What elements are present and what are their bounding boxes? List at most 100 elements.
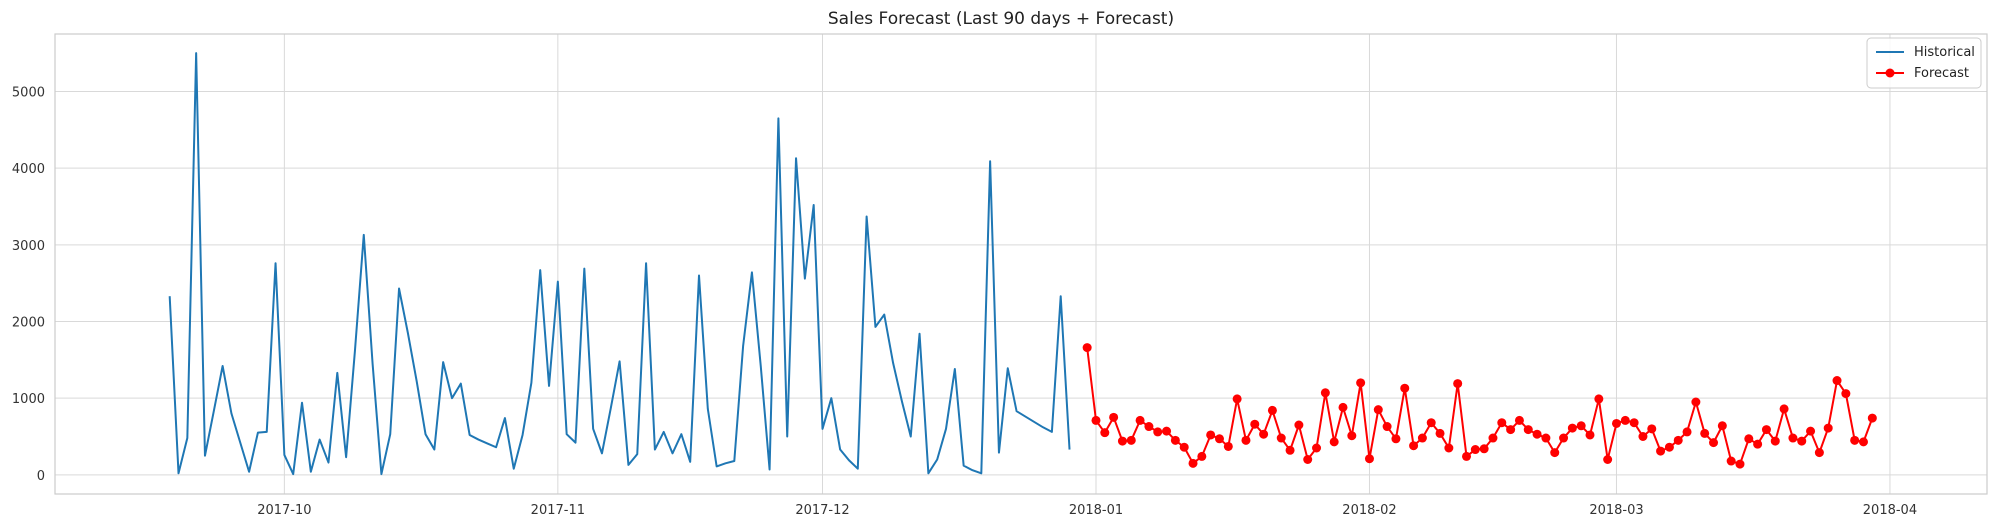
forecast-point-18	[1241, 435, 1251, 445]
forecast-point-22	[1276, 433, 1286, 443]
forecast-point-78	[1770, 436, 1780, 446]
x-tick-label-2018-04: 2018-04	[1863, 503, 1917, 518]
forecast-point-37	[1409, 441, 1419, 451]
legend-forecast-label: Forecast	[1914, 66, 1969, 81]
x-tick-label-2017-12: 2017-12	[795, 503, 849, 518]
x-tick-label-2017-11: 2017-11	[531, 503, 585, 518]
forecast-point-25	[1303, 455, 1313, 464]
forecast-point-85	[1832, 376, 1842, 386]
forecast-point-0	[1082, 343, 1092, 353]
forecast-point-7	[1144, 422, 1154, 432]
forecast-point-21	[1267, 405, 1277, 415]
forecast-point-11	[1179, 442, 1189, 452]
forecast-point-20	[1259, 429, 1269, 439]
y-tick-label-1000: 1000	[12, 392, 45, 407]
y-tick-label-2000: 2000	[12, 316, 45, 331]
forecast-point-71	[1709, 438, 1719, 448]
legend-box	[1866, 37, 1982, 89]
forecast-point-13	[1197, 451, 1207, 461]
forecast-point-66	[1664, 442, 1674, 452]
forecast-point-28	[1329, 437, 1339, 447]
forecast-point-26	[1312, 443, 1322, 453]
forecast-point-49	[1514, 415, 1524, 425]
grid-layer	[55, 34, 1987, 494]
historical-series-line	[168, 52, 1071, 476]
forecast-point-86	[1841, 389, 1851, 399]
forecast-point-41	[1444, 443, 1454, 453]
forecast-point-24	[1294, 420, 1304, 430]
forecast-point-4	[1117, 436, 1127, 446]
forecast-point-51	[1532, 429, 1542, 439]
plot-frame	[54, 33, 1988, 495]
forecast-point-34	[1382, 422, 1392, 432]
x-tick-label-2018-02: 2018-02	[1342, 503, 1396, 518]
forecast-point-30	[1347, 431, 1357, 441]
forecast-point-15	[1214, 434, 1224, 444]
forecast-point-27	[1320, 388, 1330, 398]
forecast-point-42	[1453, 379, 1463, 389]
forecast-point-77	[1761, 425, 1771, 435]
forecast-point-74	[1735, 459, 1745, 469]
forecast-point-3	[1109, 412, 1119, 422]
forecast-point-75	[1744, 434, 1754, 444]
forecast-point-70	[1700, 428, 1710, 438]
forecast-point-58	[1594, 394, 1604, 404]
forecast-point-62	[1629, 418, 1639, 428]
forecast-point-87	[1850, 435, 1860, 445]
forecast-point-47	[1497, 418, 1507, 428]
forecast-point-79	[1779, 404, 1789, 414]
forecast-point-72	[1717, 421, 1727, 431]
forecast-point-61	[1620, 415, 1630, 425]
forecast-point-31	[1356, 378, 1366, 388]
forecast-point-82	[1806, 426, 1816, 436]
legend-historical-label: Historical	[1914, 45, 1975, 60]
tick-label-layer: 0 1000 2000 3000 4000 5000 2017-10 2017-11 2017-…	[12, 86, 1917, 519]
y-tick-label-4000: 4000	[12, 162, 45, 177]
forecast-point-38	[1417, 433, 1427, 443]
forecast-point-17	[1232, 394, 1242, 404]
forecast-point-60	[1611, 418, 1621, 428]
forecast-point-53	[1550, 448, 1560, 458]
forecast-point-6	[1135, 415, 1145, 425]
forecast-point-33	[1373, 405, 1383, 415]
forecast-point-40	[1435, 428, 1445, 438]
forecast-point-69	[1691, 397, 1701, 407]
forecast-point-46	[1488, 433, 1498, 443]
forecast-point-12	[1188, 458, 1198, 468]
forecast-point-67	[1673, 435, 1683, 445]
forecast-point-50	[1523, 425, 1533, 435]
series-layer	[168, 52, 1877, 476]
forecast-point-88	[1858, 437, 1868, 447]
forecast-point-73	[1726, 456, 1736, 466]
forecast-point-64	[1647, 424, 1657, 434]
forecast-point-5	[1126, 435, 1136, 445]
x-tick-label-2018-03: 2018-03	[1589, 503, 1643, 518]
forecast-point-8	[1153, 427, 1163, 437]
forecast-point-35	[1391, 434, 1401, 444]
forecast-point-19	[1250, 419, 1260, 429]
y-tick-label-3000: 3000	[12, 239, 45, 254]
y-tick-label-5000: 5000	[12, 86, 45, 101]
forecast-point-65	[1656, 446, 1666, 456]
forecast-point-63	[1638, 432, 1648, 441]
forecast-point-2	[1100, 428, 1110, 438]
forecast-point-43	[1462, 451, 1472, 461]
forecast-point-83	[1814, 448, 1824, 458]
forecast-point-76	[1753, 439, 1763, 449]
x-tick-label-2017-10: 2017-10	[257, 503, 311, 518]
legend-forecast-marker	[1885, 68, 1895, 78]
chart-title: Sales Forecast (Last 90 days + Forecast)	[828, 9, 1174, 29]
forecast-point-59	[1603, 455, 1613, 464]
forecast-point-55	[1567, 423, 1577, 433]
forecast-point-14	[1206, 430, 1216, 440]
forecast-point-45	[1479, 444, 1489, 454]
forecast-point-10	[1170, 435, 1180, 445]
forecast-point-81	[1797, 436, 1807, 446]
forecast-point-29	[1338, 402, 1348, 412]
y-tick-label-0: 0	[37, 469, 45, 484]
x-tick-label-2018-01: 2018-01	[1069, 503, 1123, 518]
forecast-point-36	[1400, 383, 1410, 393]
forecast-point-54	[1559, 433, 1569, 443]
forecast-point-16	[1223, 441, 1233, 451]
